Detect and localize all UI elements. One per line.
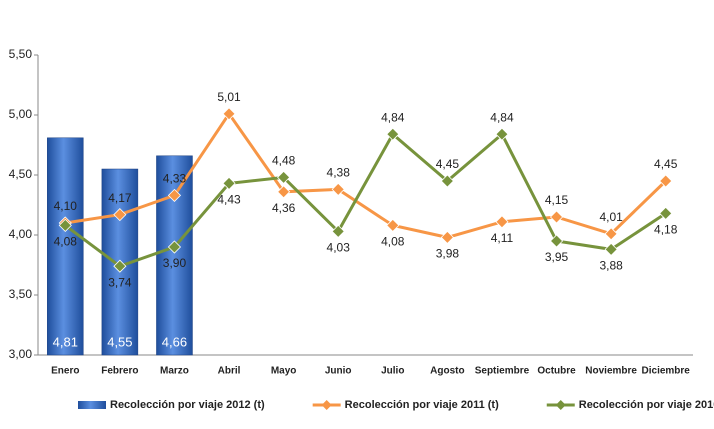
marker [659, 174, 673, 188]
data-label: 3,95 [545, 250, 569, 264]
bar-label: 4,55 [107, 334, 132, 349]
x-tick-label: Enero [51, 366, 79, 377]
data-label: 4,17 [108, 191, 132, 205]
data-label: 3,98 [436, 247, 460, 261]
data-label: 4,11 [491, 231, 514, 245]
data-label: 5,01 [217, 90, 241, 104]
data-label: 4,33 [163, 172, 187, 186]
data-label: 3,88 [599, 259, 623, 273]
marker [604, 242, 618, 256]
legend-label: Recolección por viaje 2012 (t) [110, 399, 265, 411]
data-label: 4,08 [381, 235, 405, 249]
data-label: 4,38 [327, 166, 351, 180]
x-tick-label: Julio [381, 366, 404, 377]
data-label: 4,10 [54, 199, 78, 213]
marker [386, 218, 400, 232]
line [64, 131, 667, 268]
x-tick-label: Abril [218, 366, 241, 377]
marker [222, 107, 236, 121]
y-tick-label: 3,00 [9, 347, 33, 361]
marker [495, 127, 509, 141]
x-tick-label: Diciembre [642, 366, 691, 377]
legend-swatch [78, 401, 106, 409]
marker [277, 185, 291, 199]
x-tick-label: Agosto [430, 366, 464, 377]
data-label: 3,90 [163, 256, 187, 270]
marker [659, 206, 673, 220]
marker [222, 176, 236, 190]
data-label: 4,36 [272, 201, 296, 215]
data-label: 4,15 [545, 193, 569, 207]
data-label: 4,03 [327, 241, 351, 255]
x-tick-label: Junio [325, 366, 352, 377]
x-tick-label: Mayo [271, 366, 297, 377]
marker [58, 218, 72, 232]
data-label: 4,84 [490, 110, 514, 124]
legend-label: Recolección por viaje 2011 (t) [345, 399, 499, 411]
data-label: 4,45 [436, 157, 460, 171]
data-label: 4,08 [54, 235, 78, 249]
y-tick-label: 5,50 [9, 47, 33, 61]
data-label: 4,43 [217, 193, 241, 207]
marker [604, 227, 618, 241]
data-label: 4,84 [381, 110, 405, 124]
line [65, 111, 667, 239]
data-label: 4,18 [654, 223, 678, 237]
marker [495, 215, 509, 229]
marker [549, 234, 564, 248]
marker [113, 259, 127, 273]
marker [549, 210, 564, 224]
marker [386, 127, 400, 141]
legend-marker [321, 400, 332, 410]
x-tick-label: Septiembre [475, 366, 530, 377]
y-tick-label: 3,50 [9, 287, 33, 301]
y-tick-label: 5,00 [9, 107, 33, 121]
legend-label: Recolección por viaje 2010 (t) [579, 399, 714, 411]
marker [331, 224, 345, 238]
marker [277, 170, 291, 184]
marker [440, 230, 454, 244]
marker [167, 240, 182, 254]
x-tick-label: Febrero [101, 366, 138, 377]
marker [331, 182, 345, 196]
marker [440, 174, 454, 188]
y-tick-label: 4,50 [9, 167, 33, 181]
bar-label: 4,66 [162, 334, 187, 349]
x-tick-label: Marzo [160, 366, 189, 377]
data-label: 3,74 [108, 275, 132, 289]
data-label: 4,01 [599, 210, 623, 224]
data-label: 4,48 [272, 154, 296, 168]
marker [113, 208, 127, 222]
x-tick-label: Noviembre [585, 366, 637, 377]
legend-marker [555, 400, 566, 410]
data-label: 4,45 [654, 157, 678, 171]
y-tick-label: 4,00 [9, 227, 33, 241]
marker [167, 188, 182, 202]
bar-label: 4,81 [53, 334, 78, 349]
x-tick-label: Octubre [537, 366, 576, 377]
bar [47, 137, 84, 356]
